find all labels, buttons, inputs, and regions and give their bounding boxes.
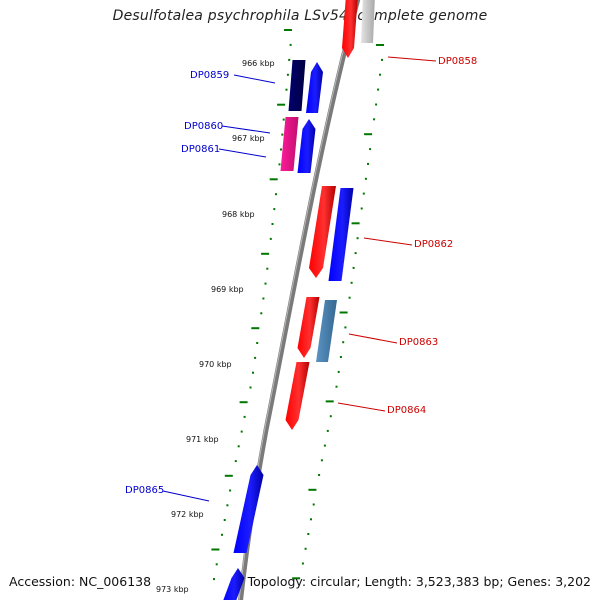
leader-line-dp0860 bbox=[221, 125, 271, 134]
gene-dp0863-function[interactable] bbox=[316, 300, 337, 362]
leader-line-dp0865 bbox=[162, 490, 210, 502]
gene-dp0859[interactable] bbox=[306, 62, 323, 113]
kbp-label-973: 973 kbp bbox=[156, 585, 189, 594]
gene-dp0858[interactable] bbox=[342, 0, 358, 58]
gene-dp0865[interactable] bbox=[233, 465, 264, 553]
kbp-label-970: 970 kbp bbox=[199, 360, 232, 369]
kbp-label-967: 967 kbp bbox=[232, 134, 265, 143]
kbp-label-972: 972 kbp bbox=[171, 510, 204, 519]
accession-text: Accession: NC_006138 bbox=[9, 574, 152, 589]
leader-line-dp0859 bbox=[233, 74, 276, 84]
gene-dp0858-function[interactable] bbox=[361, 0, 375, 43]
topology-text: Topology: circular; Length: 3,523,383 bp… bbox=[247, 574, 591, 589]
kbp-label-969: 969 kbp bbox=[211, 285, 244, 294]
gene-label-dp0859[interactable]: DP0859 bbox=[190, 70, 229, 81]
gene-label-dp0860[interactable]: DP0860 bbox=[184, 121, 223, 132]
gene-dp0863[interactable] bbox=[297, 297, 320, 358]
gene-dp0864[interactable] bbox=[285, 362, 310, 430]
gene-label-dp0864[interactable]: DP0864 bbox=[387, 405, 426, 416]
gene-label-dp0862[interactable]: DP0862 bbox=[414, 239, 453, 250]
gene-dp0860-function[interactable] bbox=[280, 117, 299, 171]
leader-line-dp0863 bbox=[348, 333, 398, 344]
kbp-label-966: 966 kbp bbox=[242, 59, 275, 68]
gene-dp0860[interactable] bbox=[297, 119, 316, 173]
gene-label-dp0863[interactable]: DP0863 bbox=[399, 337, 438, 348]
leader-line-dp0861 bbox=[218, 148, 267, 158]
leader-line-dp0862 bbox=[363, 237, 413, 246]
gene-label-dp0865[interactable]: DP0865 bbox=[125, 485, 164, 496]
gene-dp0866[interactable] bbox=[222, 568, 245, 600]
gene-dp0862-function[interactable] bbox=[328, 188, 354, 281]
gene-features bbox=[222, 0, 375, 600]
kbp-label-971: 971 kbp bbox=[186, 435, 219, 444]
kbp-label-968: 968 kbp bbox=[222, 210, 255, 219]
gene-dp0859-function[interactable] bbox=[288, 60, 306, 111]
gene-label-dp0861[interactable]: DP0861 bbox=[181, 144, 220, 155]
map-title: Desulfotalea psychrophila LSv54, complet… bbox=[112, 8, 488, 24]
gene-label-dp0858[interactable]: DP0858 bbox=[438, 56, 477, 67]
tick-marks bbox=[211, 29, 384, 581]
gene-dp0862[interactable] bbox=[309, 186, 336, 278]
leader-line-dp0864 bbox=[337, 402, 386, 412]
label-leader-lines bbox=[162, 56, 437, 502]
leader-line-dp0858 bbox=[387, 56, 437, 62]
